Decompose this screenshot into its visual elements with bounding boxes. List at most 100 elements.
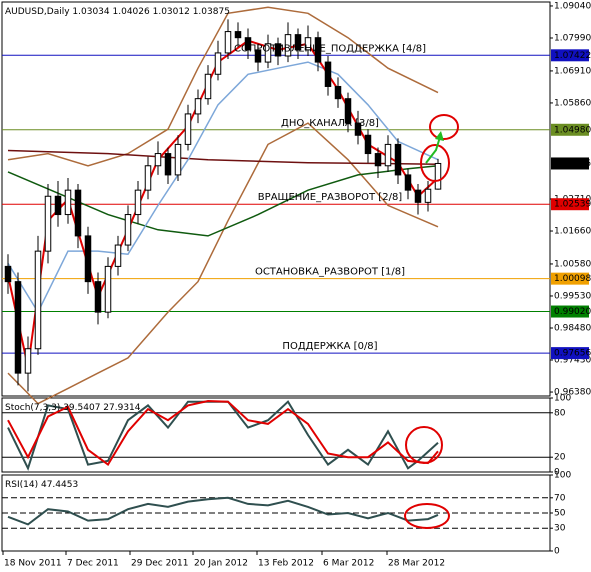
candle-body: [224, 31, 232, 54]
level-label: ПОДДЕРЖКА [0/8]: [282, 341, 377, 352]
y-tick-label: 0.98480: [554, 323, 591, 333]
y-tick-label: 1.09040: [554, 1, 591, 11]
candle-body: [234, 31, 242, 39]
indicator-line: [7, 165, 439, 237]
level-price-label: 0.97656: [554, 349, 591, 359]
level-price-label: 1.04980: [554, 125, 591, 135]
y-tick-label: 70: [554, 493, 566, 503]
marks: [2, 5, 553, 555]
forecast-arrowhead: [435, 131, 444, 141]
highlight-ellipse: [404, 503, 450, 529]
level-price-label: 0.99020: [554, 307, 591, 317]
level-price-box: [551, 49, 589, 62]
y-tick-label: 0.97430: [554, 356, 591, 366]
x-tick-label: 13 Feb 2012: [258, 559, 314, 569]
x-tick-label: 28 Mar 2012: [388, 559, 445, 569]
candle-body: [324, 61, 332, 87]
current-price-label: 1.03875: [554, 159, 591, 169]
candle-body: [4, 265, 12, 283]
level-price-label: 1.07422: [554, 51, 591, 61]
panel-header: Stoch(7,3,3) 39.5407 27.9314: [5, 403, 141, 413]
level-price-box: [551, 305, 589, 318]
candle-body: [144, 165, 152, 191]
candle-body: [274, 43, 282, 57]
candle-body: [384, 143, 392, 167]
candle-body: [94, 281, 102, 313]
y-tick-label: 1.01660: [554, 227, 591, 237]
candle-body: [314, 37, 322, 63]
candle-body: [284, 34, 292, 57]
candle-body: [374, 153, 382, 167]
candle-body: [154, 153, 162, 167]
level-price-label: 1.02539: [554, 200, 591, 210]
candle-body: [354, 122, 362, 136]
indicator-name: RSI(14): [5, 480, 38, 490]
y-tick-label: 50: [554, 509, 566, 519]
candle-body: [184, 113, 192, 145]
candle-body: [344, 98, 352, 124]
level-label: ДНО_КАНАЛА [3/8]: [281, 118, 379, 129]
candle-body: [44, 195, 52, 252]
y-tick-label: 1.06910: [554, 66, 591, 76]
candle-body: [294, 34, 302, 51]
candle-body: [174, 143, 182, 176]
candle-body: [124, 214, 132, 246]
candle-body: [424, 188, 432, 203]
header-value: 1.03875: [193, 7, 230, 17]
level-price-label: 1.00098: [554, 274, 591, 284]
y-tick-label: 0: [554, 468, 560, 478]
header-value: 47.4453: [41, 480, 78, 490]
indicator-line: [7, 399, 439, 467]
candle-body: [84, 235, 92, 283]
y-tick-label: 30: [554, 524, 566, 534]
x-tick-label: 18 Nov 2011: [4, 559, 62, 569]
indicator-line: [7, 496, 439, 526]
candle-body: [164, 153, 172, 176]
candle-body: [114, 244, 122, 267]
level-price-box: [551, 347, 589, 360]
forecast-arrow: [425, 136, 441, 164]
candle-body: [304, 37, 312, 51]
header-value: 1.03012: [153, 7, 190, 17]
candle-body: [414, 189, 422, 203]
y-tick-label: 100: [554, 471, 571, 481]
candle-body: [24, 348, 32, 374]
candle-body: [404, 174, 412, 191]
y-tick-label: 0: [554, 547, 560, 557]
candle-body: [74, 189, 82, 237]
y-tick-label: 0.96380: [554, 388, 591, 398]
y-tick-label: 1.00580: [554, 259, 591, 269]
header-value: 1.04026: [113, 7, 150, 17]
candle-body: [194, 98, 202, 115]
level-label: ОСТАНОВКА_РАЗВОРОТ [1/8]: [255, 267, 405, 278]
x-tick-label: 29 Dec 2011: [131, 559, 189, 569]
panel-header: AUDUSD,Daily 1.03034 1.04026 1.03012 1.0…: [5, 7, 230, 17]
current-price-box: [551, 157, 589, 170]
x-tick-label: 20 Jan 2012: [194, 559, 248, 569]
level-price-box: [551, 123, 589, 136]
candle-body: [244, 37, 252, 51]
y-tick-label: 80: [554, 408, 566, 418]
highlight-ellipse: [429, 114, 459, 140]
annotations: [404, 114, 459, 529]
panel-header: RSI(14) 47.4453: [5, 480, 78, 490]
highlight-ellipse: [420, 144, 450, 182]
candle-body: [214, 52, 222, 75]
level-label: СОПРОТИВЛЕНИЕ_ПОДДЕРЖКА [4/8]: [234, 43, 426, 54]
main-panel: [1, 1, 551, 397]
candle-body: [104, 265, 112, 313]
y-tick-label: 100: [554, 394, 571, 404]
y-tick-label: 1.07990: [554, 33, 591, 43]
y-tick-label: 20: [554, 453, 566, 463]
y-tick-label: 1.05860: [554, 98, 591, 108]
y-tick-label: 0.99530: [554, 291, 591, 301]
candle-body: [64, 189, 72, 216]
candle-body: [54, 195, 62, 216]
candle-body: [264, 43, 272, 63]
level-label: ВРАЩЕНИЕ_РАЗВОРОТ [2/8]: [258, 192, 403, 203]
candle-body: [254, 49, 262, 63]
candle-body: [394, 143, 402, 176]
indicator-name: AUDUSD,Daily: [5, 7, 70, 17]
candle-body: [34, 250, 42, 350]
